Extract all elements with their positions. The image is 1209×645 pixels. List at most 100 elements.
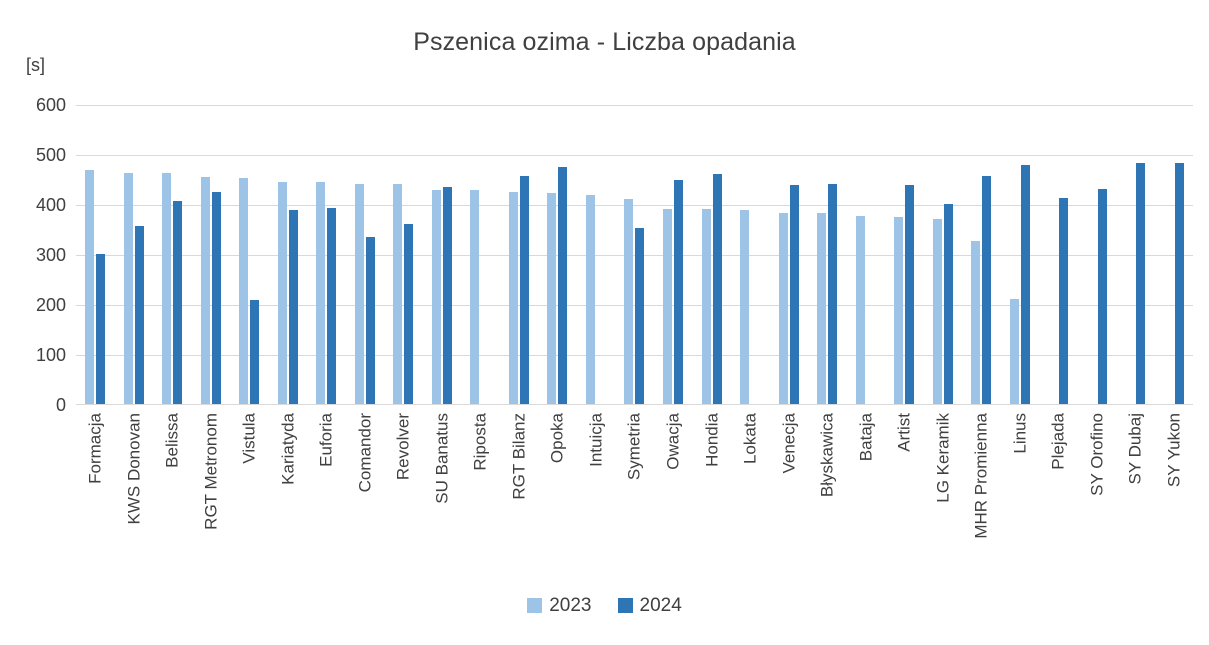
bar-group bbox=[1154, 105, 1193, 405]
x-axis-label-cell: RGT Metronom bbox=[192, 409, 231, 589]
x-axis-label-cell: Venecja bbox=[769, 409, 808, 589]
legend-item-2023[interactable]: 2023 bbox=[527, 595, 592, 616]
x-axis-tick-label: MHR Promienna bbox=[971, 413, 991, 539]
bar-2023[interactable] bbox=[277, 181, 287, 405]
bar-2024[interactable] bbox=[404, 223, 414, 405]
x-axis-tick-label: Belissa bbox=[162, 413, 182, 468]
bar-2023[interactable] bbox=[123, 173, 133, 405]
x-axis-label-cell: Euforia bbox=[307, 409, 346, 589]
bar-2023[interactable] bbox=[239, 177, 249, 405]
x-axis-tick-label: Błyskawica bbox=[817, 413, 837, 498]
bar-2023[interactable] bbox=[85, 169, 95, 405]
bar-2023[interactable] bbox=[740, 210, 750, 405]
bar-2024[interactable] bbox=[365, 237, 375, 405]
x-axis-tick-label: Owacja bbox=[663, 413, 683, 470]
x-axis-label-cell: Lokata bbox=[731, 409, 770, 589]
bar-2023[interactable] bbox=[431, 189, 441, 405]
bar-2023[interactable] bbox=[778, 213, 788, 405]
x-axis-tick-label: Kariatyda bbox=[278, 413, 298, 485]
bar-2024[interactable] bbox=[250, 299, 260, 405]
bar-2023[interactable] bbox=[547, 192, 557, 405]
bar-group bbox=[923, 105, 962, 405]
bar-group bbox=[654, 105, 693, 405]
gridline bbox=[76, 155, 1193, 156]
x-axis-tick-label: Intuicja bbox=[586, 413, 606, 467]
bar-2024[interactable] bbox=[712, 174, 722, 405]
bar-2023[interactable] bbox=[894, 217, 904, 405]
x-axis-tick-label: SY Orofino bbox=[1087, 413, 1107, 496]
x-axis-label-cell: Vistula bbox=[230, 409, 269, 589]
bar-2024[interactable] bbox=[1020, 164, 1030, 405]
bar-2024[interactable] bbox=[673, 180, 683, 405]
bar-2023[interactable] bbox=[470, 189, 480, 405]
gridline bbox=[76, 355, 1193, 356]
bar-2023[interactable] bbox=[1009, 298, 1019, 405]
bar-2024[interactable] bbox=[635, 228, 645, 405]
bar-2024[interactable] bbox=[905, 184, 915, 405]
bar-2023[interactable] bbox=[354, 183, 364, 405]
x-axis-label-cell: Owacja bbox=[654, 409, 693, 589]
legend-label: 2023 bbox=[549, 595, 592, 616]
bar-2023[interactable] bbox=[508, 192, 518, 405]
x-axis-tick-label: Linus bbox=[1010, 413, 1030, 454]
legend-swatch-icon bbox=[527, 598, 543, 613]
bar-2023[interactable] bbox=[817, 213, 827, 405]
gridline bbox=[76, 305, 1193, 306]
bar-2024[interactable] bbox=[288, 210, 298, 405]
x-axis-tick-label: Formacja bbox=[85, 413, 105, 484]
bar-group bbox=[500, 105, 539, 405]
bar-2023[interactable] bbox=[701, 209, 711, 405]
x-axis-label-cell: Kariatyda bbox=[269, 409, 308, 589]
legend-swatch-icon bbox=[617, 598, 633, 613]
x-axis-label-cell: SY Dubaj bbox=[1116, 409, 1155, 589]
x-axis-label-cell: RGT Bilanz bbox=[500, 409, 539, 589]
bar-2023[interactable] bbox=[200, 177, 210, 405]
bar-2024[interactable] bbox=[173, 201, 183, 405]
x-axis-label-cell: Bataja bbox=[846, 409, 885, 589]
bar-2024[interactable] bbox=[327, 207, 337, 405]
bar-2023[interactable] bbox=[316, 181, 326, 405]
bar-2023[interactable] bbox=[162, 173, 172, 405]
bar-group bbox=[885, 105, 924, 405]
bar-2024[interactable] bbox=[1059, 197, 1069, 405]
bar-2023[interactable] bbox=[585, 194, 595, 405]
bar-2024[interactable] bbox=[789, 184, 799, 405]
bar-2024[interactable] bbox=[1174, 163, 1184, 405]
bar-2024[interactable] bbox=[558, 167, 568, 405]
x-axis-label-cell: Belissa bbox=[153, 409, 192, 589]
bar-2024[interactable] bbox=[96, 254, 106, 405]
bar-2024[interactable] bbox=[442, 187, 452, 405]
bar-group bbox=[731, 105, 770, 405]
bar-2023[interactable] bbox=[393, 183, 403, 405]
bar-group bbox=[577, 105, 616, 405]
y-axis-tick-label: 600 bbox=[35, 95, 66, 115]
bar-2023[interactable] bbox=[855, 215, 865, 405]
bar-2023[interactable] bbox=[971, 240, 981, 405]
bar-group bbox=[346, 105, 385, 405]
bar-2024[interactable] bbox=[1136, 163, 1146, 405]
bar-group bbox=[76, 105, 115, 405]
bar-2024[interactable] bbox=[982, 176, 992, 405]
legend-item-2024[interactable]: 2024 bbox=[617, 596, 682, 615]
bar-2023[interactable] bbox=[624, 198, 634, 405]
bar-2024[interactable] bbox=[519, 175, 529, 405]
x-axis-label-cell: Plejada bbox=[1039, 409, 1078, 589]
y-axis-tick-label: 0 bbox=[55, 395, 66, 415]
x-axis-tick-label: SY Yukon bbox=[1164, 413, 1184, 488]
x-axis-tick-label: Revolver bbox=[393, 413, 413, 481]
bar-2024[interactable] bbox=[943, 204, 953, 405]
x-axis-label-cell: SY Orofino bbox=[1077, 409, 1116, 589]
bar-2024[interactable] bbox=[1097, 188, 1107, 405]
gridline bbox=[76, 105, 1193, 106]
x-axis-label-cell: Artist bbox=[885, 409, 924, 589]
bar-2023[interactable] bbox=[662, 209, 672, 405]
bar-2024[interactable] bbox=[828, 183, 838, 405]
bar-2024[interactable] bbox=[211, 192, 221, 405]
y-axis-tick-label: 500 bbox=[35, 145, 66, 165]
bar-2023[interactable] bbox=[932, 219, 942, 405]
bar-2024[interactable] bbox=[134, 226, 144, 405]
x-axis-tick-label: Euforia bbox=[316, 413, 336, 467]
bar-group bbox=[115, 105, 154, 405]
bar-group bbox=[153, 105, 192, 405]
